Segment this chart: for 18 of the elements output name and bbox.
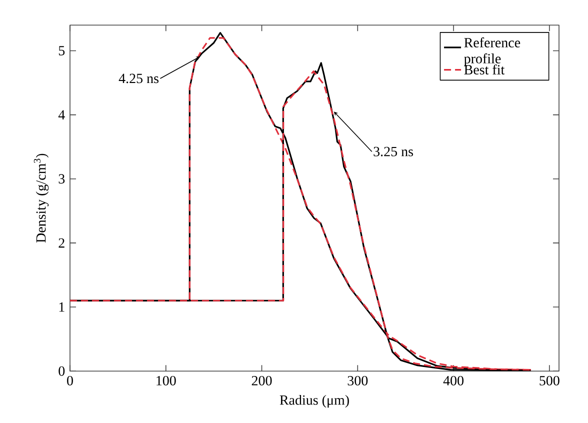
annotation: 4.25 ns: [118, 74, 158, 84]
x-tick-label: 500: [540, 376, 560, 386]
y-tick-label: 5: [58, 46, 65, 56]
x-tick-label: 400: [443, 376, 464, 386]
x-tick-label: 100: [156, 376, 176, 386]
y-tick-label: 4: [58, 110, 65, 120]
legend-label: Best fit: [464, 64, 505, 74]
x-tick-label: 300: [348, 376, 368, 386]
x-tick-label: 0: [67, 376, 73, 386]
legend-label: Reference profile: [464, 37, 520, 66]
y-tick-label: 2: [58, 238, 64, 248]
x-axis-title: Radius (μm): [280, 394, 349, 408]
y-tick-label: 3: [58, 174, 65, 184]
annotation: 3.25 ns: [374, 146, 414, 156]
y-tick-label: 1: [59, 302, 64, 312]
y-tick-label: 0: [58, 366, 65, 376]
x-tick-label: 200: [252, 376, 272, 386]
y-axis-title: Density (g/cm$^{3}$): [34, 154, 49, 243]
